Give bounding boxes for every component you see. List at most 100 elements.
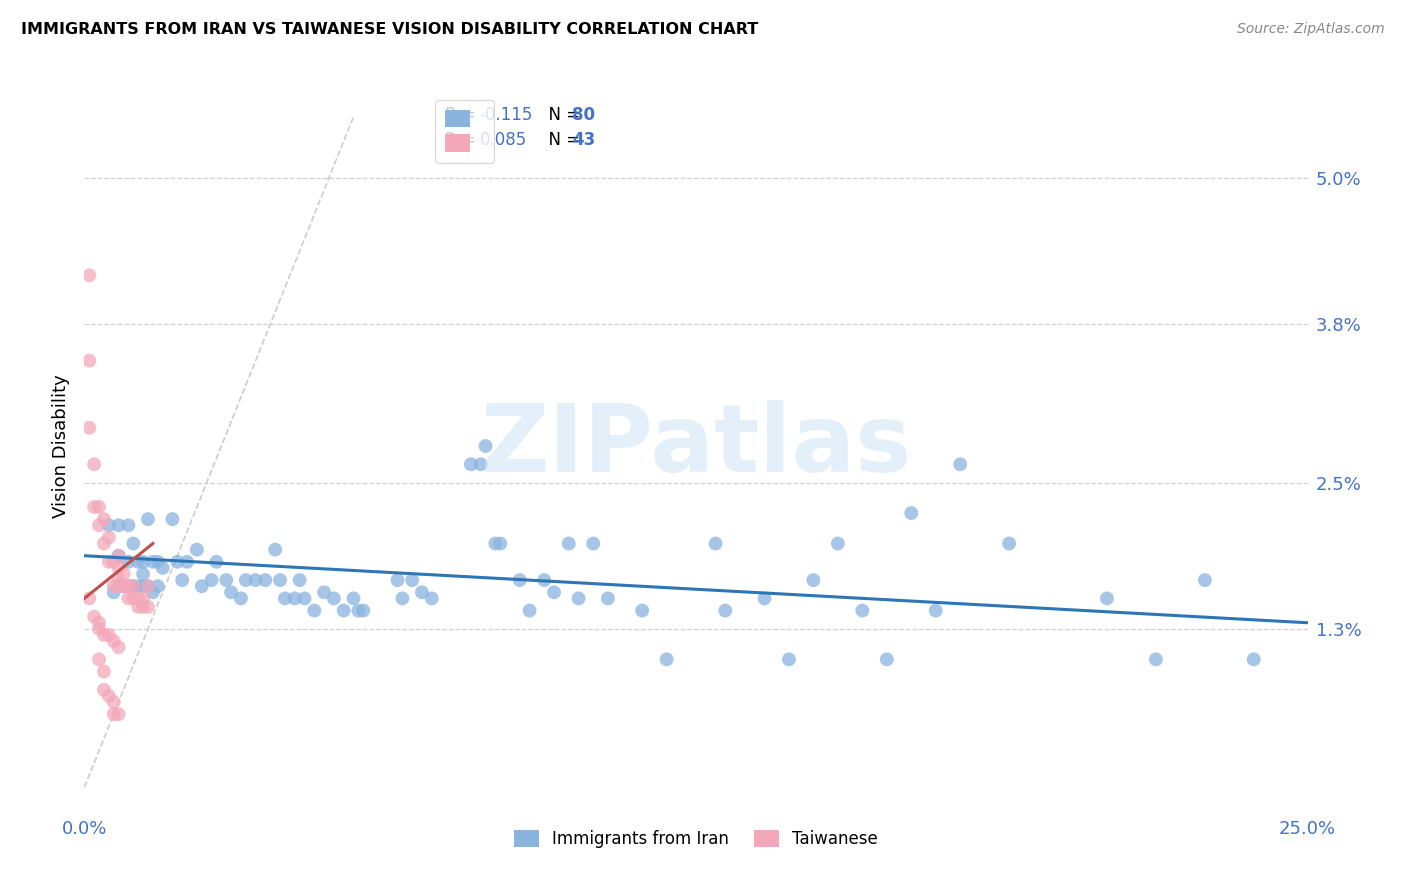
Point <box>87 652 110 666</box>
Point <box>107 561 129 575</box>
Point <box>582 536 605 550</box>
Point <box>519 603 541 617</box>
Text: N =: N = <box>538 131 585 149</box>
Point <box>146 579 169 593</box>
Point <box>387 573 409 587</box>
Point <box>851 603 873 617</box>
Point <box>191 579 214 593</box>
Point <box>533 573 555 587</box>
Point <box>77 591 100 606</box>
Point <box>117 591 139 606</box>
Point <box>136 579 159 593</box>
Point <box>1095 591 1118 606</box>
Point <box>146 555 169 569</box>
Point <box>127 579 149 593</box>
Point <box>558 536 581 550</box>
Point <box>205 555 228 569</box>
Point <box>97 555 120 569</box>
Point <box>107 579 129 593</box>
Point <box>347 603 370 617</box>
Point <box>235 573 257 587</box>
Point <box>117 579 139 593</box>
Point <box>342 591 364 606</box>
Point <box>714 603 737 617</box>
Point <box>117 555 139 569</box>
Point <box>103 555 125 569</box>
Y-axis label: Vision Disability: Vision Disability <box>52 374 70 518</box>
Point <box>97 518 120 533</box>
Text: R =: R = <box>446 131 481 149</box>
Point <box>117 579 139 593</box>
Point <box>93 536 115 550</box>
Point <box>778 652 800 666</box>
Point <box>596 591 619 606</box>
Point <box>876 652 898 666</box>
Point <box>186 542 208 557</box>
Point <box>470 458 492 472</box>
Point <box>87 518 110 533</box>
Point <box>304 603 326 617</box>
Point <box>567 591 589 606</box>
Point <box>83 609 105 624</box>
Point <box>269 573 291 587</box>
Point <box>93 628 115 642</box>
Text: R =: R = <box>446 106 481 124</box>
Point <box>391 591 413 606</box>
Text: IMMIGRANTS FROM IRAN VS TAIWANESE VISION DISABILITY CORRELATION CHART: IMMIGRANTS FROM IRAN VS TAIWANESE VISION… <box>21 22 758 37</box>
Point <box>411 585 433 599</box>
Point <box>322 591 344 606</box>
Text: -0.115: -0.115 <box>479 106 533 124</box>
Point <box>107 573 129 587</box>
Point <box>97 628 120 642</box>
Point <box>284 591 307 606</box>
Point <box>103 585 125 599</box>
Point <box>1243 652 1265 666</box>
Point <box>127 591 149 606</box>
Point <box>332 603 354 617</box>
Point <box>136 599 159 614</box>
Point <box>827 536 849 550</box>
Point <box>107 707 129 722</box>
Point <box>142 585 165 599</box>
Point <box>77 421 100 435</box>
Point <box>107 518 129 533</box>
Point <box>132 555 155 569</box>
Point <box>87 615 110 630</box>
Point <box>103 707 125 722</box>
Point <box>900 506 922 520</box>
Point <box>93 682 115 697</box>
Point <box>219 585 242 599</box>
Point <box>489 536 512 550</box>
Point <box>200 573 222 587</box>
Point <box>77 268 100 283</box>
Point <box>176 555 198 569</box>
Point <box>77 353 100 368</box>
Point <box>543 585 565 599</box>
Text: 0.085: 0.085 <box>479 131 527 149</box>
Point <box>136 579 159 593</box>
Text: Source: ZipAtlas.com: Source: ZipAtlas.com <box>1237 22 1385 37</box>
Point <box>107 549 129 563</box>
Point <box>132 567 155 582</box>
Point <box>127 599 149 614</box>
Point <box>122 579 145 593</box>
Point <box>87 622 110 636</box>
Point <box>107 549 129 563</box>
Point <box>112 567 135 582</box>
Point <box>112 579 135 593</box>
Point <box>103 579 125 593</box>
Point <box>288 573 311 587</box>
Point <box>122 579 145 593</box>
Point <box>87 500 110 514</box>
Point <box>998 536 1021 550</box>
Point <box>112 579 135 593</box>
Point <box>294 591 316 606</box>
Point <box>215 573 238 587</box>
Point <box>166 555 188 569</box>
Point <box>107 579 129 593</box>
Point <box>245 573 267 587</box>
Point <box>107 640 129 655</box>
Point <box>142 555 165 569</box>
Point <box>162 512 184 526</box>
Point <box>122 536 145 550</box>
